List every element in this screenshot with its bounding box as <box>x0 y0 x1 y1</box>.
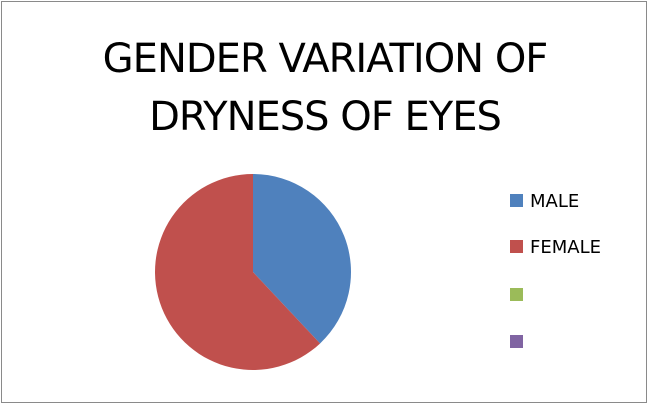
pie-slice <box>155 174 321 370</box>
legend-label: FEMALE <box>530 237 601 258</box>
legend-swatch <box>510 194 523 207</box>
legend-swatch <box>510 288 523 301</box>
pie-slice <box>253 174 351 344</box>
chart-title: GENDER VARIATION OF DRYNESS OF EYES <box>102 36 549 140</box>
legend-swatch <box>510 240 523 253</box>
legend-label: MALE <box>530 191 579 212</box>
legend-swatch <box>510 335 523 348</box>
